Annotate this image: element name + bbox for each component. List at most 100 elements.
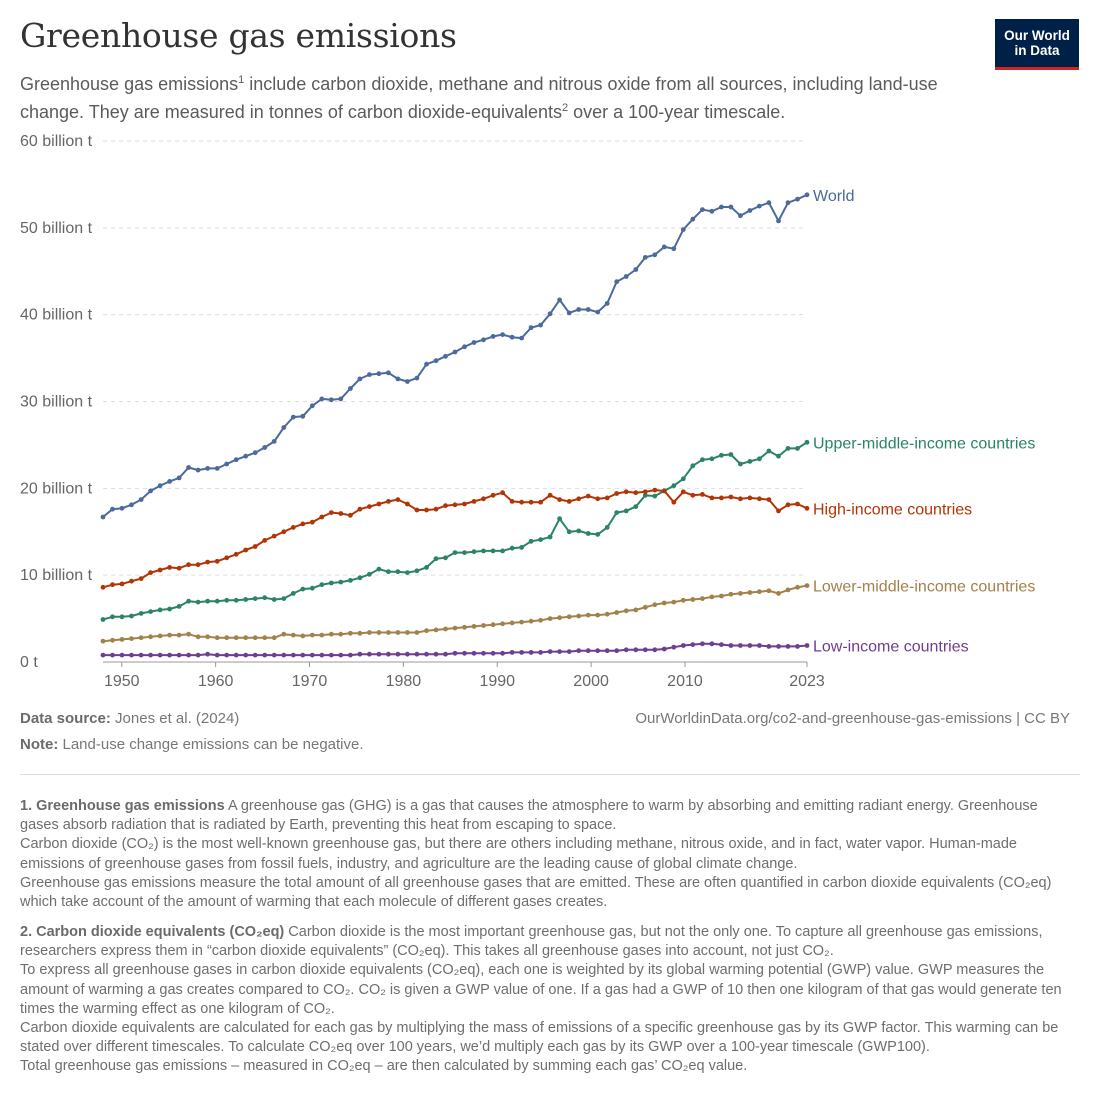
data-point [357,651,363,657]
source-url[interactable]: OurWorldinData.org/co2-and-greenhouse-ga… [635,710,1070,727]
data-point [281,631,287,637]
data-point [700,207,705,212]
data-point [157,607,163,613]
data-point [443,353,448,359]
data-point [205,598,211,604]
data-point [395,497,401,502]
data-point [176,632,182,638]
data-point [262,652,268,658]
data-point [138,576,144,581]
data-point [243,652,249,658]
y-tick-label: 50 billion t [20,220,93,237]
data-point [414,568,420,574]
data-point [443,503,448,509]
data-point [328,397,334,403]
data-point [804,439,810,445]
data-point [576,307,582,312]
footnote-ref-2[interactable]: 2 [562,102,569,114]
data-point [110,652,115,658]
data-point [119,614,125,620]
data-point [642,492,648,498]
data-point [309,632,315,638]
data-point [157,633,163,639]
data-point [719,495,724,501]
data-point [367,504,372,509]
data-point [443,626,448,632]
data-point [271,635,277,641]
data-point [709,641,715,647]
footnote-2-paragraph: Carbon dioxide is the most important gre… [20,924,1043,960]
footnote-1-paragraph: Greenhouse gas emissions measure the tot… [20,874,1052,911]
data-point [614,610,620,615]
data-point [243,547,249,553]
footnote-2-paragraph: Total greenhouse gas emissions – measure… [20,1058,748,1075]
data-point [119,637,125,642]
data-point [728,591,734,597]
data-point [795,584,800,590]
data-point [757,589,762,595]
data-point [167,565,173,570]
data-point [652,252,658,258]
owid-logo[interactable]: Our World in Data [995,19,1079,70]
data-point [348,386,353,391]
data-point [271,597,277,602]
data-point [309,519,315,525]
data-point [519,499,524,505]
data-point [680,489,686,495]
data-point [129,502,134,508]
data-point [528,538,534,544]
data-point [367,651,372,657]
data-point [585,493,591,499]
data-point [338,579,344,585]
data-point [328,510,334,515]
data-point [481,496,486,502]
data-point [547,649,553,654]
data-point [262,445,268,450]
data-point [138,635,144,641]
data-point [538,322,543,328]
data-point [547,492,553,498]
data-point [214,466,220,471]
data-point [633,490,639,496]
data-point [452,550,458,555]
data-point [633,647,639,653]
logo-line-2: in Data [1014,43,1060,58]
data-point [804,643,810,648]
data-point [100,584,106,590]
data-point [157,567,163,573]
data-point [623,508,629,514]
data-point [148,488,154,494]
footnote-1-paragraph: A greenhouse gas (GHG) is a gas that cau… [20,798,1038,834]
y-tick-label: 20 billion t [20,480,93,497]
data-point [462,344,467,350]
data-point [490,492,496,498]
data-point [195,634,201,640]
y-tick-label: 40 billion t [20,307,93,324]
data-point [100,652,106,658]
data-point [747,459,753,464]
data-point [700,492,705,497]
data-point [661,600,667,606]
data-point [119,505,125,511]
data-point [214,558,220,564]
x-tick-label: 2000 [573,673,609,690]
footnote-2-paragraph: To express all greenhouse gases in carbo… [20,962,1062,1017]
data-point [424,628,429,634]
data-point [424,361,429,367]
data-point [433,506,439,512]
data-point [424,565,429,570]
data-point [300,652,306,658]
data-source-text[interactable]: Jones et al. (2024) [110,710,240,727]
data-point [757,456,762,462]
data-point [547,311,553,317]
data-point [414,375,420,381]
data-point [576,648,582,654]
data-point [538,537,543,542]
data-point [519,335,524,341]
data-point [110,637,115,643]
data-point [595,496,601,502]
data-point [795,644,800,649]
footnote-ref-1[interactable]: 1 [238,74,245,86]
data-point [348,652,353,658]
subtitle-text-2: include carbon dioxide, methane and nitr… [20,74,938,122]
